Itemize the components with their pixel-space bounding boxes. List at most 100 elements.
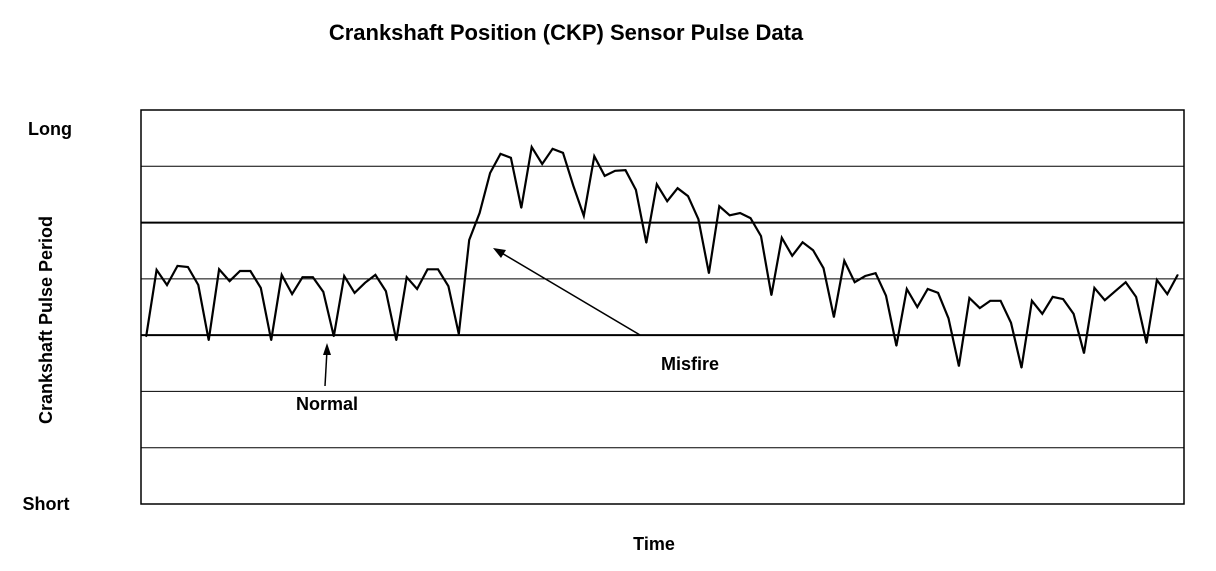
data-point: [1135, 296, 1137, 298]
data-point: [697, 218, 700, 220]
data-point: [1093, 287, 1096, 289]
data-point: [1020, 366, 1023, 369]
data-point: [635, 189, 637, 191]
normal-arrow: [324, 349, 328, 387]
data-point: [343, 275, 345, 277]
series-line-ckp: [145, 144, 1179, 369]
data-point: [322, 291, 325, 293]
data-point: [489, 172, 491, 174]
data-point: [1176, 274, 1179, 276]
data-point: [1124, 281, 1127, 284]
data-point: [353, 292, 356, 294]
misfire-arrowhead-icon: [493, 248, 506, 258]
data-point: [1010, 321, 1012, 324]
data-point: [499, 153, 502, 155]
data-point: [833, 316, 835, 318]
data-point: [645, 242, 648, 244]
data-point: [374, 274, 377, 276]
y-tick-short: Short: [23, 494, 70, 514]
data-point: [395, 339, 398, 342]
data-point: [822, 267, 825, 269]
data-point: [739, 212, 741, 214]
data-point: [291, 293, 293, 295]
data-point: [218, 268, 220, 271]
data-point: [1072, 312, 1075, 315]
data-point: [916, 306, 919, 308]
data-point: [301, 276, 304, 278]
data-point: [457, 333, 460, 335]
data-point: [947, 317, 950, 320]
data-point: [280, 274, 283, 276]
data-point: [312, 276, 314, 278]
data-point: [968, 297, 971, 299]
data-point: [926, 288, 929, 290]
data-point: [801, 241, 804, 244]
data-point: [906, 288, 908, 290]
data-points: [145, 146, 1179, 369]
x-axis-label: Time: [633, 534, 675, 554]
data-point: [155, 269, 158, 271]
data-point: [176, 265, 179, 267]
data-point: [749, 217, 752, 219]
data-point: [478, 212, 481, 214]
data-point: [770, 294, 773, 296]
data-point: [239, 270, 241, 272]
data-point: [708, 272, 710, 275]
data-point: [989, 300, 991, 302]
data-point: [197, 284, 200, 286]
data-point: [541, 163, 543, 165]
data-point: [593, 155, 596, 157]
data-point: [864, 275, 866, 277]
data-point: [1031, 300, 1033, 302]
data-point: [603, 175, 606, 177]
plot-area-border: [140, 109, 1185, 505]
data-point: [405, 276, 408, 278]
data-point: [385, 290, 387, 293]
data-point: [1166, 293, 1169, 295]
data-point: [1104, 299, 1106, 302]
data-point: [416, 288, 418, 290]
data-point: [426, 268, 429, 271]
data-point: [1051, 296, 1054, 298]
data-point: [1145, 342, 1148, 344]
data-point: [1062, 298, 1064, 300]
data-point: [364, 281, 366, 284]
data-point: [728, 214, 731, 217]
data-point: [145, 335, 148, 338]
data-point: [447, 285, 450, 287]
data-point: [510, 157, 512, 159]
data-point: [718, 205, 721, 208]
data-point: [781, 236, 783, 239]
data-point: [1156, 279, 1158, 281]
data-point: [260, 287, 262, 289]
data-point: [874, 272, 877, 275]
data-point: [624, 169, 627, 172]
data-point: [812, 249, 814, 251]
data-point: [207, 339, 210, 342]
normal-arrowhead-icon: [323, 343, 331, 355]
data-point: [676, 187, 679, 190]
data-point: [885, 294, 887, 297]
data-point: [666, 200, 668, 202]
data-point: [760, 235, 762, 237]
data-point: [520, 207, 523, 209]
data-point: [655, 183, 658, 186]
data-point: [562, 151, 564, 154]
annotation-normal: Normal: [296, 394, 358, 414]
misfire-arrow: [499, 251, 641, 336]
data-point: [572, 185, 575, 187]
data-point: [958, 365, 960, 367]
data-point: [978, 307, 981, 309]
data-point: [551, 148, 554, 150]
data-point: [687, 195, 689, 197]
data-point: [468, 239, 471, 241]
chart-title: Crankshaft Position (CKP) Sensor Pulse D…: [329, 20, 804, 45]
data-point: [228, 280, 231, 282]
data-point: [249, 270, 252, 272]
data-point: [937, 292, 939, 294]
data-point: [187, 266, 189, 268]
data-point: [1114, 290, 1117, 293]
y-tick-long: Long: [28, 119, 72, 139]
data-point: [270, 339, 273, 342]
